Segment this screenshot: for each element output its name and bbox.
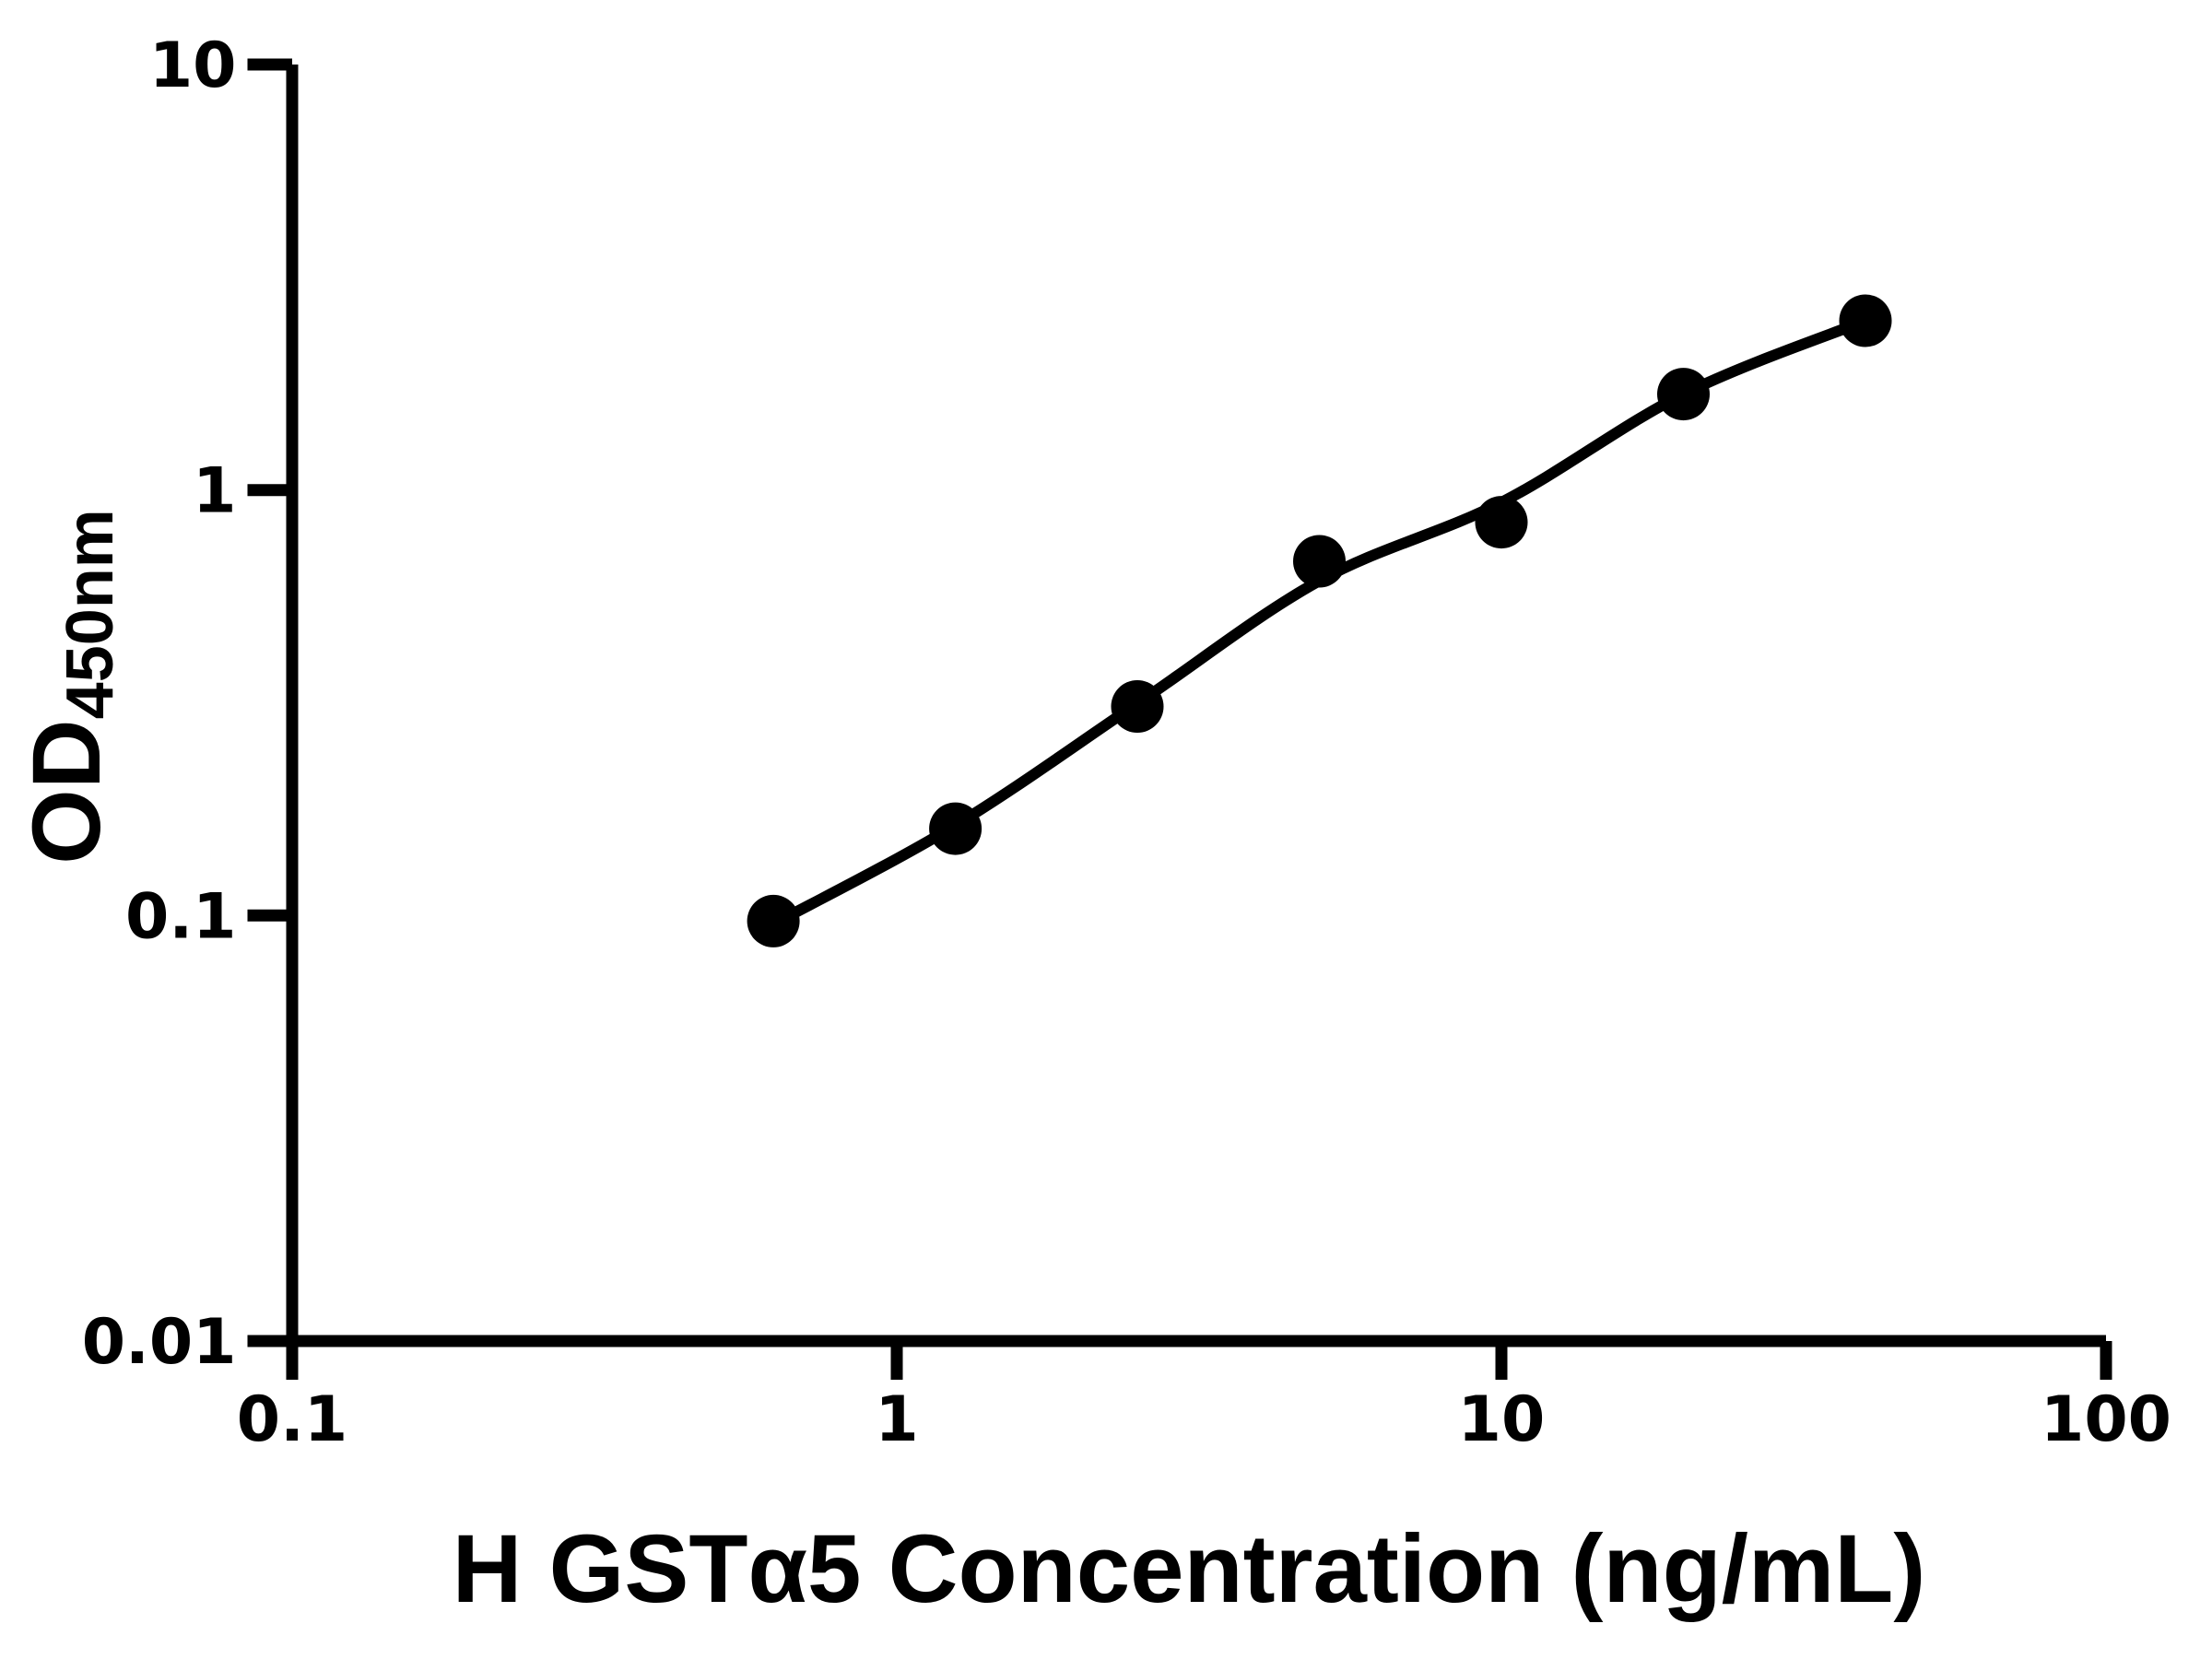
y-tick-label: 0.1 (125, 880, 236, 953)
data-point (747, 894, 800, 947)
y-axis-title: OD450nm (13, 509, 127, 865)
data-point (1111, 680, 1164, 733)
y-axis-title-main: OD (13, 719, 121, 865)
data-point (1293, 535, 1346, 588)
x-tick-label: 0.1 (237, 1383, 347, 1456)
data-point (1839, 294, 1892, 347)
x-tick-label: 10 (1458, 1383, 1546, 1456)
y-tick-label: 10 (149, 29, 237, 102)
y-tick-label: 1 (193, 455, 236, 528)
x-tick-label: 100 (2041, 1383, 2171, 1456)
axis-spines (286, 65, 2106, 1347)
data-point (1657, 368, 1710, 421)
data-point (1475, 496, 1528, 549)
x-axis-title: H GSTα5 Concentration (ng/mL) (453, 1515, 1926, 1623)
x-tick-label: 1 (875, 1383, 918, 1456)
y-tick-label: 0.01 (82, 1306, 237, 1379)
data-point (929, 802, 982, 855)
y-axis-title-sub: 450nm (53, 509, 127, 719)
